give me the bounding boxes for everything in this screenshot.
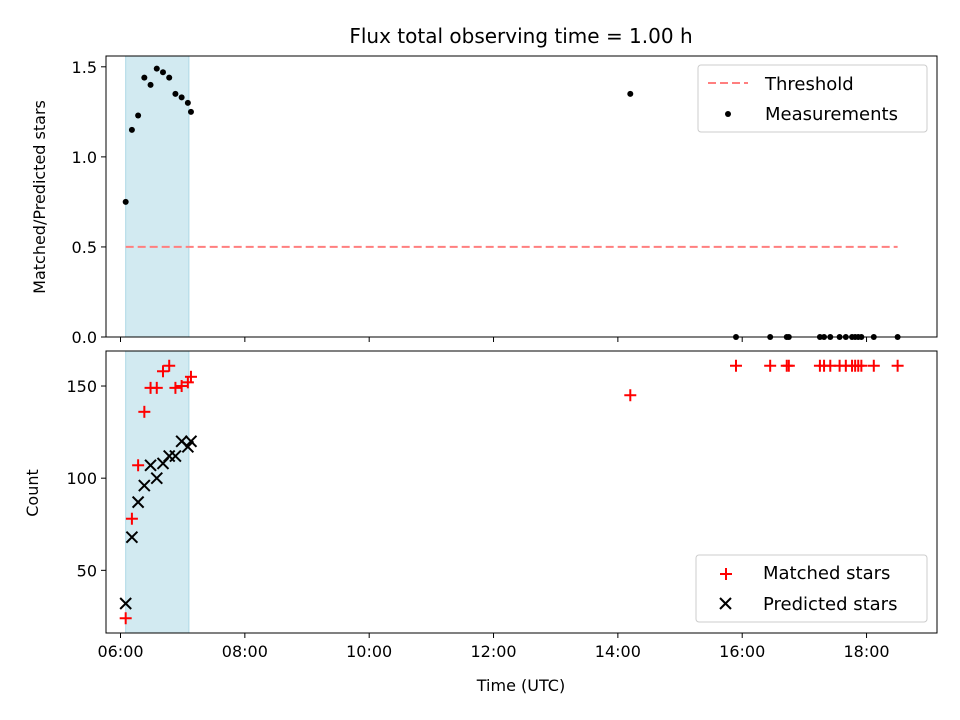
count-y-tick-label: 50 xyxy=(77,561,97,580)
ratio-y-axis-label: Matched/Predicted stars xyxy=(30,100,49,294)
matched-star-point xyxy=(729,359,742,372)
measurement-point xyxy=(178,94,185,101)
count-x-tick-label: 06:00 xyxy=(97,642,143,661)
measurement-point xyxy=(184,99,191,106)
chart-title: Flux total observing time = 1.00 h xyxy=(349,24,692,48)
predicted-star-point xyxy=(150,471,163,485)
count-axes-frame xyxy=(105,350,938,634)
measurements-legend-swatch xyxy=(725,111,731,117)
measurement-point xyxy=(147,81,154,88)
measurement-point xyxy=(172,90,179,97)
measurements-legend-label: Measurements xyxy=(765,104,898,125)
ratio-y-tick-label: 0.0 xyxy=(72,328,97,347)
matched-legend-label: Matched stars xyxy=(763,563,890,584)
observing-window-span xyxy=(125,350,190,634)
matched-star-point xyxy=(764,359,777,372)
measurement-point xyxy=(627,90,634,97)
measurement-point xyxy=(187,108,194,115)
measurement-point xyxy=(141,74,148,81)
predicted-star-point xyxy=(125,530,139,544)
count-x-tick-label: 08:00 xyxy=(222,642,268,661)
predicted-star-point xyxy=(144,459,157,472)
matched-star-point xyxy=(125,512,138,525)
matched-star-point xyxy=(624,389,637,402)
matched-star-point xyxy=(867,359,880,372)
measurement-point xyxy=(166,74,173,81)
count-legend: Matched stars Predicted stars xyxy=(695,554,928,623)
matched-star-point xyxy=(169,381,182,394)
predicted-legend-label: Predicted stars xyxy=(763,594,897,615)
matched-star-point xyxy=(138,405,151,418)
matched-star-point xyxy=(150,381,163,394)
ratio-axes-frame xyxy=(105,55,938,338)
predicted-legend-swatch xyxy=(719,597,732,610)
predicted-star-point xyxy=(184,435,198,448)
count-y-tick-label: 150 xyxy=(66,377,97,396)
count-x-tick-label: 10:00 xyxy=(346,642,392,661)
count-x-tick-label: 18:00 xyxy=(843,642,889,661)
predicted-star-point xyxy=(169,449,182,463)
measurement-point xyxy=(128,126,135,133)
count-legend-box xyxy=(695,554,928,623)
matched-legend-swatch xyxy=(720,568,732,580)
matched-star-point xyxy=(156,365,169,378)
ratio-y-tick-label: 1.5 xyxy=(72,58,97,77)
ratio-y-tick-label: 1.0 xyxy=(72,148,97,167)
matched-star-point xyxy=(119,612,132,625)
count-y-axis-label: Count xyxy=(23,469,42,517)
predicted-star-point xyxy=(119,597,132,610)
count-x-tick-label: 14:00 xyxy=(595,642,641,661)
ratio-legend-box xyxy=(697,64,928,133)
ratio-panel: 0.0 0.5 1.0 1.5 Matched/Predicted stars Thr… xyxy=(30,55,938,347)
ratio-legend: Threshold Measurements xyxy=(697,64,928,133)
matched-star-point xyxy=(891,359,904,372)
predicted-star-point xyxy=(131,495,145,509)
matched-star-point xyxy=(175,380,188,393)
measurement-point xyxy=(159,69,166,76)
count-y-tick-label: 100 xyxy=(66,469,97,488)
matched-star-point xyxy=(163,359,176,372)
count-panel: 50 100 150 06:00 08:00 10:00 12:00 14:00 16:00 18… xyxy=(23,350,938,695)
matched-star-point xyxy=(132,459,145,472)
matched-star-point xyxy=(855,359,868,372)
x-axis-label: Time (UTC) xyxy=(476,676,565,695)
matched-star-point xyxy=(184,370,197,383)
matched-star-point xyxy=(782,359,795,372)
threshold-legend-label: Threshold xyxy=(764,74,854,95)
measurement-point xyxy=(153,65,160,72)
measurement-point xyxy=(122,198,129,205)
predicted-star-point xyxy=(138,479,151,492)
ratio-y-tick-label: 0.5 xyxy=(72,238,97,257)
observing-window-span xyxy=(125,55,190,338)
count-x-tick-label: 16:00 xyxy=(719,642,765,661)
count-x-tick-label: 12:00 xyxy=(470,642,516,661)
measurement-point xyxy=(135,112,142,119)
